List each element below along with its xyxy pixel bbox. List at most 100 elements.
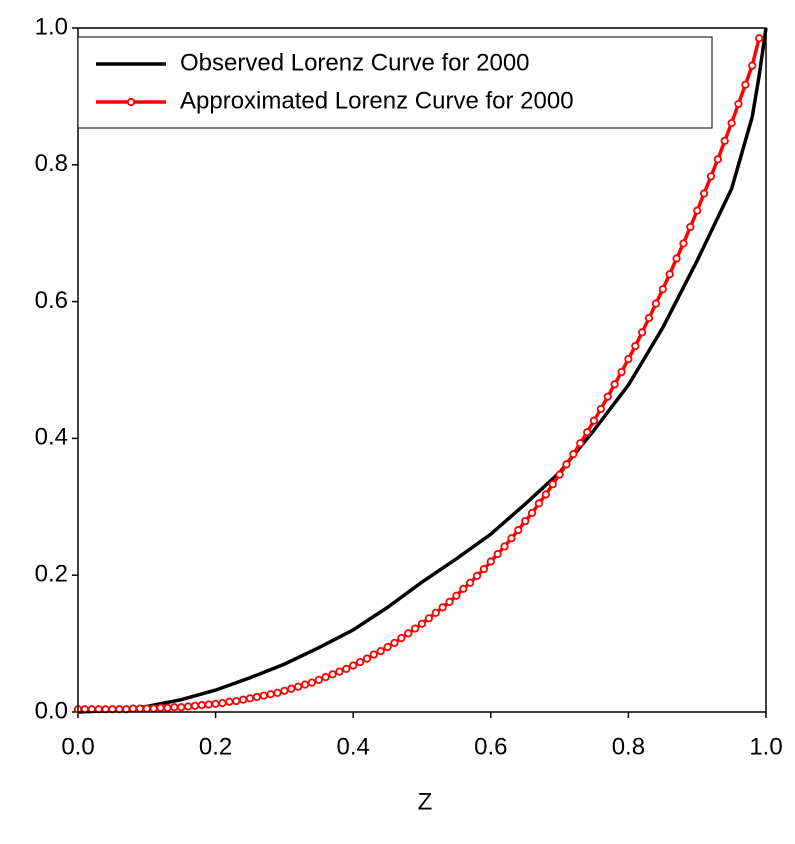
point-marker bbox=[699, 189, 709, 198]
point-marker bbox=[259, 691, 268, 700]
point-marker bbox=[128, 704, 138, 713]
point-marker bbox=[445, 597, 454, 606]
point-marker bbox=[404, 629, 413, 638]
x-tick-label: 1.0 bbox=[749, 733, 782, 760]
point-marker bbox=[555, 470, 564, 479]
y-tick-label: 0.0 bbox=[35, 697, 68, 724]
point-marker bbox=[748, 61, 757, 70]
point-marker bbox=[548, 480, 557, 489]
point-marker bbox=[190, 701, 200, 710]
point-marker bbox=[170, 703, 179, 712]
point-marker bbox=[390, 638, 399, 648]
point-marker bbox=[239, 695, 248, 704]
point-marker bbox=[679, 239, 688, 248]
point-marker bbox=[479, 564, 489, 574]
point-marker bbox=[527, 508, 537, 518]
point-marker bbox=[232, 696, 241, 706]
point-marker bbox=[438, 603, 447, 612]
x-axis-label: Z bbox=[418, 788, 433, 815]
point-marker bbox=[472, 571, 482, 580]
point-marker bbox=[287, 684, 296, 693]
point-marker bbox=[596, 404, 605, 414]
point-marker bbox=[431, 608, 440, 617]
point-marker bbox=[624, 354, 633, 364]
y-tick-label: 0.2 bbox=[35, 561, 68, 588]
x-tick-label: 0.8 bbox=[612, 733, 645, 760]
point-marker bbox=[397, 634, 406, 643]
point-marker bbox=[583, 428, 592, 437]
point-marker bbox=[411, 624, 420, 633]
legend-label: Observed Lorenz Curve for 2000 bbox=[180, 49, 530, 76]
point-marker bbox=[349, 661, 358, 670]
x-tick-label: 0.2 bbox=[199, 733, 232, 760]
point-marker bbox=[755, 34, 764, 43]
point-marker bbox=[686, 222, 695, 232]
point-marker bbox=[225, 697, 234, 706]
point-marker bbox=[135, 704, 145, 713]
point-marker bbox=[486, 557, 495, 566]
series-line bbox=[77, 27, 768, 714]
point-marker bbox=[383, 642, 392, 652]
x-tick-label: 0.4 bbox=[337, 733, 370, 760]
legend-box bbox=[77, 36, 713, 129]
point-marker bbox=[252, 692, 261, 702]
point-marker bbox=[300, 680, 310, 689]
point-marker bbox=[376, 647, 385, 656]
point-marker bbox=[672, 254, 681, 263]
point-marker bbox=[631, 341, 640, 351]
point-marker bbox=[610, 380, 619, 389]
point-marker bbox=[603, 392, 612, 401]
point-marker bbox=[321, 673, 330, 682]
y-tick-label: 0.8 bbox=[35, 150, 68, 177]
point-marker bbox=[280, 686, 289, 695]
point-marker bbox=[273, 688, 282, 697]
point-marker bbox=[362, 654, 372, 663]
point-marker bbox=[727, 118, 736, 128]
point-marker bbox=[149, 704, 158, 713]
point-marker bbox=[658, 285, 667, 294]
point-marker bbox=[576, 439, 585, 448]
point-marker bbox=[266, 690, 275, 699]
point-marker bbox=[720, 136, 729, 145]
point-marker bbox=[500, 542, 509, 551]
point-marker bbox=[328, 670, 337, 679]
point-marker bbox=[534, 499, 544, 508]
point-marker bbox=[693, 206, 702, 215]
legend-marker bbox=[126, 97, 136, 107]
point-marker bbox=[651, 299, 661, 308]
point-marker bbox=[644, 313, 654, 323]
point-marker bbox=[562, 460, 571, 469]
point-marker bbox=[741, 80, 750, 89]
point-marker bbox=[459, 584, 468, 593]
y-tick-label: 0.4 bbox=[35, 424, 68, 451]
y-tick-label: 1.0 bbox=[35, 13, 68, 40]
point-marker bbox=[734, 99, 743, 109]
point-marker bbox=[466, 578, 475, 587]
point-marker bbox=[452, 591, 461, 600]
point-marker bbox=[706, 172, 716, 181]
y-tick-label: 0.6 bbox=[35, 287, 68, 314]
legend-label: Approximated Lorenz Curve for 2000 bbox=[180, 87, 574, 114]
point-marker bbox=[204, 700, 213, 709]
x-tick-label: 0.6 bbox=[474, 733, 507, 760]
point-marker bbox=[142, 704, 151, 713]
point-marker bbox=[335, 667, 344, 676]
point-marker bbox=[307, 678, 317, 687]
point-marker bbox=[507, 534, 516, 543]
point-marker bbox=[156, 703, 165, 712]
point-marker bbox=[514, 525, 523, 535]
point-marker bbox=[369, 650, 378, 659]
plot-frame bbox=[77, 27, 767, 713]
point-marker bbox=[541, 490, 550, 499]
point-marker bbox=[355, 657, 365, 667]
point-marker bbox=[417, 619, 427, 628]
point-marker bbox=[177, 703, 186, 712]
point-marker bbox=[163, 703, 172, 712]
point-marker bbox=[197, 701, 206, 710]
point-marker bbox=[294, 682, 303, 691]
point-marker bbox=[569, 450, 578, 459]
series-line bbox=[78, 37, 761, 712]
point-marker bbox=[521, 517, 530, 526]
point-marker bbox=[183, 702, 193, 711]
